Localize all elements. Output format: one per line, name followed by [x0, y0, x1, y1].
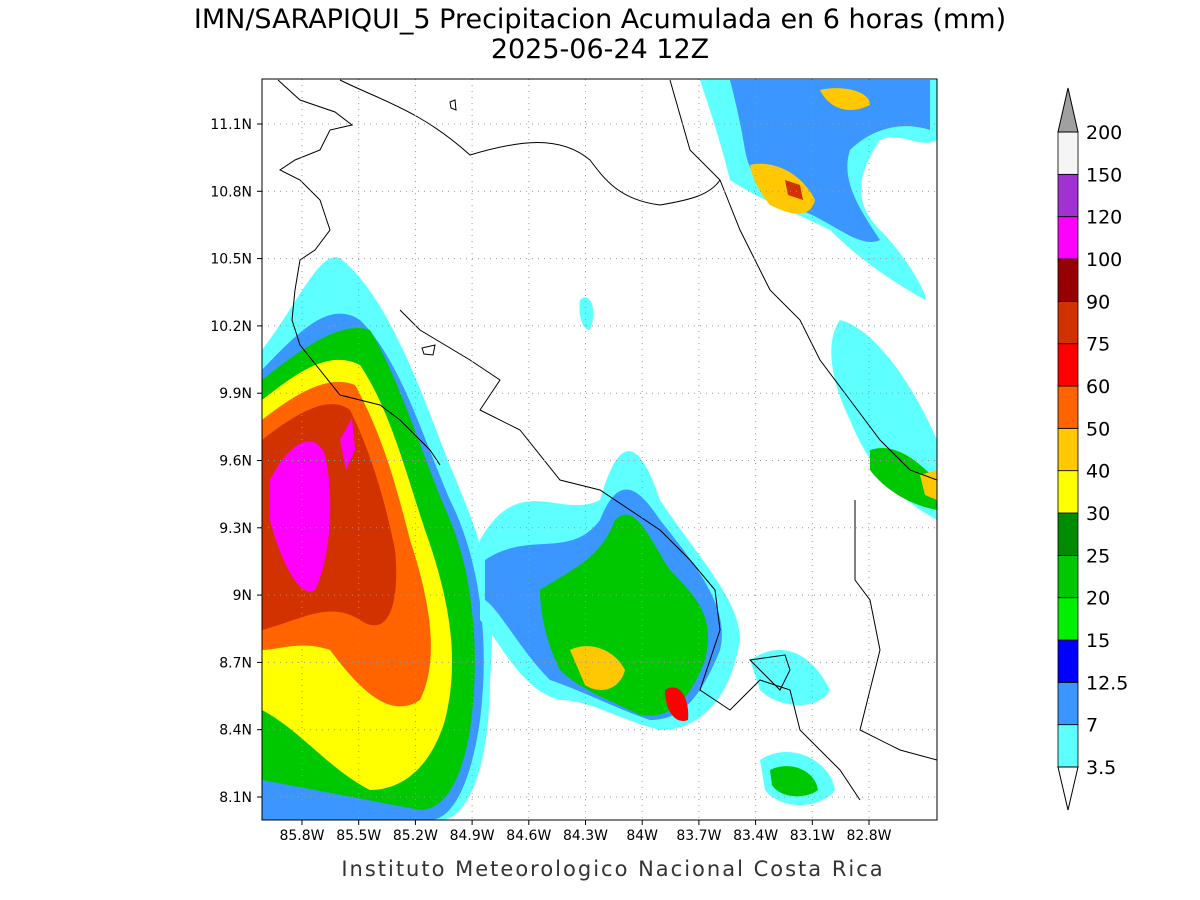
lat-label: 8.7N	[219, 655, 252, 671]
subtitle: 2025-06-24 12Z	[491, 34, 709, 65]
colorbar-segment	[1057, 597, 1079, 641]
colorbar-label: 20	[1086, 588, 1110, 610]
colorbar-segment	[1057, 724, 1079, 768]
colorbar-label: 100	[1086, 249, 1122, 271]
title: IMN/SARAPIQUI_5 Precipitacion Acumulada …	[194, 4, 1006, 35]
colorbar-label: 75	[1086, 334, 1110, 356]
colorbar-label: 120	[1086, 207, 1122, 229]
colorbar-label: 40	[1086, 461, 1110, 483]
colorbar-segment	[1057, 427, 1079, 472]
lon-label: 84W	[626, 828, 658, 844]
map-grid: 11.1N 10.8N 10.5N 10.2N 9.9N 9.6N 9.3N 9N 8.7N 8.…	[210, 79, 937, 844]
lat-label: 9N	[233, 588, 252, 604]
map-frame	[261, 78, 938, 821]
lat-label: 11.1N	[210, 117, 252, 133]
colorbar-segment	[1057, 173, 1079, 218]
colorbar-segment	[1057, 258, 1079, 302]
lon-label: 83.7W	[676, 828, 721, 844]
lon-label: 85.2W	[393, 828, 438, 844]
colorbar-label: 50	[1086, 418, 1110, 440]
colorbar-label: 3.5	[1086, 757, 1116, 779]
footer: Instituto Meteorologico Nacional Costa R…	[341, 857, 884, 881]
lat-label: 8.4N	[219, 723, 252, 739]
colorbar-label: 30	[1086, 503, 1110, 525]
colorbar-label: 7	[1086, 715, 1098, 737]
lat-label: 10.8N	[210, 184, 252, 200]
lon-label: 84.9W	[450, 828, 495, 844]
lon-label: 83.1W	[790, 828, 835, 844]
lon-label: 85.8W	[279, 828, 324, 844]
lon-label: 85.5W	[336, 828, 381, 844]
lat-label: 9.6N	[219, 454, 252, 470]
colorbar-segment	[1057, 131, 1079, 175]
colorbar-segment	[1057, 512, 1079, 556]
lon-label: 83.4W	[733, 828, 778, 844]
lon-label: 84.3W	[563, 828, 608, 844]
lon-label: 84.6W	[506, 828, 551, 844]
lon-label: 82.8W	[846, 828, 891, 844]
colorbar-label: 15	[1086, 630, 1110, 652]
colorbar-label: 12.5	[1086, 672, 1128, 694]
precip-field	[262, 80, 937, 820]
lat-label: 9.3N	[219, 521, 252, 537]
colorbar-segment	[1057, 681, 1079, 726]
colorbar-segment	[1057, 216, 1079, 260]
colorbar-label: 60	[1086, 376, 1110, 398]
colorbar-segment	[1057, 343, 1079, 387]
coastlines	[277, 79, 937, 801]
colorbar-segment	[1057, 470, 1079, 514]
colorbar-label: 150	[1086, 164, 1122, 186]
colorbar-segment	[1057, 639, 1079, 683]
colorbar-segment	[1057, 554, 1079, 599]
lat-label: 9.9N	[219, 386, 252, 402]
colorbar-label: 25	[1086, 545, 1110, 567]
lat-label: 10.5N	[210, 252, 252, 268]
colorbar-segment	[1057, 300, 1079, 345]
colorbar-label: 90	[1086, 291, 1110, 313]
lat-label: 8.1N	[219, 790, 252, 806]
colorbar: 3.5 7 12.5 15 20 25 30 40 50 60 75 90 100 120 150 200	[1057, 87, 1128, 811]
colorbar-under	[1057, 766, 1079, 811]
lat-label: 10.2N	[210, 319, 252, 335]
colorbar-over	[1057, 87, 1079, 133]
colorbar-segment	[1057, 385, 1079, 429]
colorbar-label: 200	[1086, 122, 1122, 144]
